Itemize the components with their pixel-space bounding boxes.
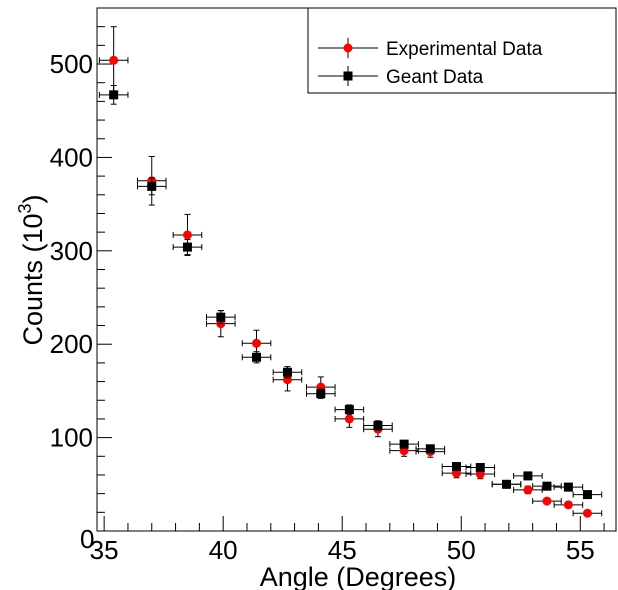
x-tick-label: 55	[566, 535, 595, 565]
geant-data-point	[425, 444, 435, 454]
y-tick-label: 200	[50, 329, 93, 359]
geant-data-point	[109, 90, 119, 100]
experimental-data-point	[542, 496, 552, 506]
geant-data-point	[373, 420, 383, 430]
axis-ticks	[97, 7, 605, 532]
geant-data-point	[501, 479, 511, 489]
y-tick-label: 100	[50, 423, 93, 453]
y-axis-title-exponent: 3	[15, 203, 35, 213]
x-tick-label: 50	[447, 535, 476, 565]
geant-data-point	[542, 481, 552, 491]
geant-data-point	[252, 352, 262, 362]
geant-data-point	[282, 367, 292, 377]
experimental-data-point	[252, 338, 262, 348]
geant-data-point	[399, 439, 409, 449]
experimental-data-point	[523, 485, 533, 495]
geant-data-point	[182, 242, 192, 252]
legend-box	[307, 7, 617, 94]
x-tick-label: 45	[328, 535, 357, 565]
geant-data-point	[582, 490, 592, 500]
series-experimental	[98, 26, 603, 518]
geant-data-point	[523, 471, 533, 481]
legend: Experimental Data Geant Data	[307, 7, 617, 94]
x-tick-label: 35	[90, 535, 119, 565]
experimental-data-point	[582, 508, 592, 518]
series-geant	[98, 85, 603, 500]
legend-exp-marker	[343, 43, 353, 53]
experimental-data-point	[182, 230, 192, 240]
y-tick-label-zero: 0	[80, 524, 94, 554]
tick-labels: 100 200 300 400 500 035 40 45 50 55	[50, 49, 595, 565]
geant-data-point	[216, 312, 226, 322]
geant-data-point	[475, 462, 485, 472]
experimental-data-point	[344, 414, 354, 424]
y-axis-title-close: )	[18, 194, 48, 203]
y-tick-label: 500	[50, 49, 93, 79]
geant-data-point	[451, 462, 461, 472]
experimental-data-point	[563, 500, 573, 510]
legend-geant-marker	[343, 71, 353, 81]
geant-data-point	[147, 181, 157, 191]
y-axis-title: Counts (103)	[15, 194, 48, 345]
experimental-data-point	[109, 55, 119, 65]
y-axis-title-main: Counts (10	[18, 213, 48, 345]
legend-exp-label: Experimental Data	[386, 39, 543, 60]
geant-data-point	[563, 482, 573, 492]
y-tick-label: 400	[50, 142, 93, 172]
geant-data-point	[316, 389, 326, 399]
x-axis-title: Angle (Degrees)	[260, 562, 457, 590]
x-tick-label: 40	[209, 535, 238, 565]
geant-data-point	[344, 405, 354, 415]
y-tick-label: 300	[50, 236, 93, 266]
legend-geant-label: Geant Data	[386, 67, 484, 88]
series-layer	[98, 26, 603, 518]
